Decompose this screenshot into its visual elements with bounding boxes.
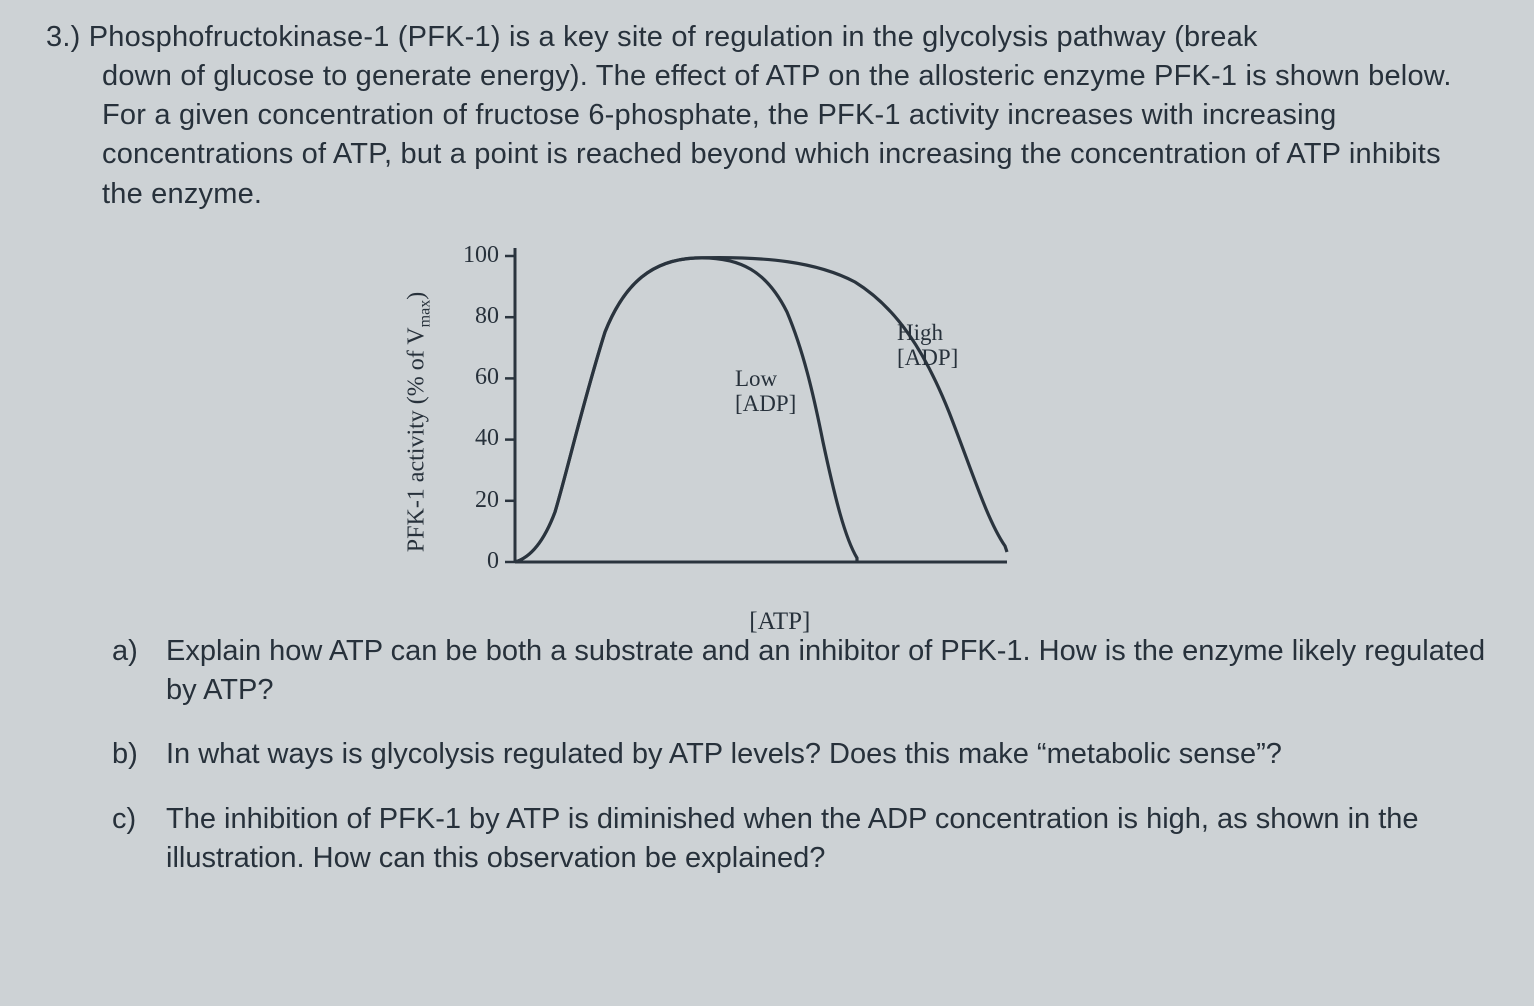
ylabel-sub: max [416,299,433,327]
subparts: a) Explain how ATP can be both a substra… [46,632,1488,878]
x-axis-label: [ATP] [749,608,810,636]
ytick-label: 60 [455,364,499,391]
ytick-label: 0 [455,548,499,575]
subpart-c-text: The inhibition of PFK-1 by ATP is dimini… [166,800,1488,878]
question-line1: Phosphofructokinase-1 (PFK-1) is a key s… [89,21,1258,53]
question-number: 3.) [46,21,80,53]
ylabel-pre: PFK-1 activity (% of V [404,327,430,552]
ytick-label: 100 [455,242,499,269]
subpart-a-text: Explain how ATP can be both a substrate … [166,632,1488,710]
subpart-c: c) The inhibition of PFK-1 by ATP is dim… [112,800,1488,878]
subpart-c-letter: c) [112,800,166,878]
subpart-b: b) In what ways is glycolysis regulated … [112,735,1488,774]
y-axis-label: PFK-1 activity (% of Vmax) [404,291,435,551]
ytick-label: 20 [455,487,499,514]
subpart-a: a) Explain how ATP can be both a substra… [112,632,1488,710]
series-label-high-adp: High[ADP] [897,320,958,372]
subpart-b-text: In what ways is glycolysis regulated by … [166,735,1488,774]
subpart-b-letter: b) [112,735,166,774]
question-stem: 3.) Phosphofructokinase-1 (PFK-1) is a k… [46,18,1488,214]
pfk1-activity-chart: PFK-1 activity (% of Vmax) [ATP] 0204060… [447,242,1087,602]
series-low-adp [515,258,857,562]
question-rest: down of glucose to generate energy). The… [46,57,1488,214]
series-label-low-adp: Low[ADP] [735,366,796,418]
ytick-label: 80 [455,303,499,330]
subpart-a-letter: a) [112,632,166,710]
ytick-label: 40 [455,425,499,452]
chart-svg [447,242,1087,602]
ylabel-post: ) [404,291,430,299]
